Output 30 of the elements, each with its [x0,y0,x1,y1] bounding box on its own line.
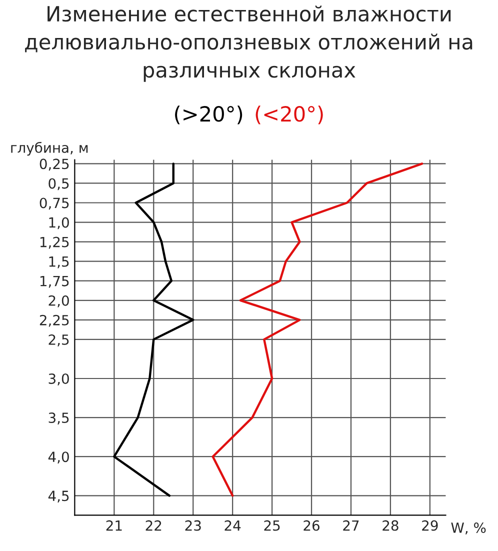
y-tick-label: 0,75 [40,198,69,210]
x-tick-label: 23 [185,520,201,531]
x-tick-label: 21 [106,520,122,531]
chart-title: Изменение естественной влажности делювиально-оползневых отложений на различных склонах [25,6,472,82]
x-tick-label: 28 [382,520,398,531]
y-tick-label: 1,5 [49,256,69,268]
y-tick-label: 2,25 [40,314,69,327]
y-tick-label: 3,0 [48,373,69,386]
x-tick-label: 26 [304,520,320,531]
y-tick-label: 1,25 [40,236,69,249]
line-series [212,162,424,497]
x-tick-label: 25 [264,520,280,531]
y-tick-label: 0,25 [40,158,69,171]
y-tick-label: 1,75 [40,276,69,288]
y-tick-label: 3,5 [48,412,69,424]
x-tick-label: 29 [422,520,438,531]
x-tick-label: 27 [343,520,359,531]
line-series [113,162,194,497]
y-axis-title: глубина, м [11,142,88,156]
y-tick-label: 4,0 [48,452,69,464]
x-tick-label: 22 [146,520,162,531]
x-tick-label: 24 [224,520,241,531]
y-tick-label: 2,0 [48,295,69,308]
y-tick-label: 0,5 [48,178,69,190]
text: (<20°) [256,106,323,124]
y-tick-label: 1,0 [49,217,69,230]
series-label: (>20°) [175,106,242,124]
y-tick-label: 2,5 [48,334,69,346]
x-axis-title: W, % [451,522,486,534]
y-tick-label: 4,5 [48,490,69,503]
